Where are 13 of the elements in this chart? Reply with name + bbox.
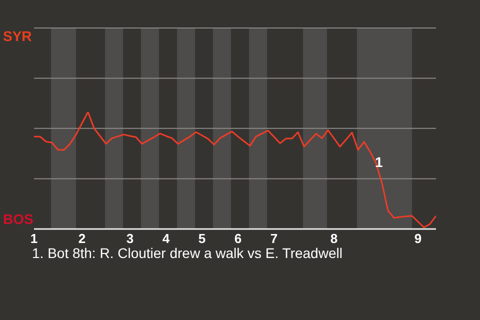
x-tick-label: 5 bbox=[198, 231, 206, 246]
annotation: 1 bbox=[375, 154, 383, 170]
text: BOS bbox=[3, 211, 34, 227]
x-tick-label: 4 bbox=[162, 231, 170, 246]
x-tick-label: 2 bbox=[78, 231, 86, 246]
text: 1. Bot 8th: R. Cloutier drew a walk vs E. Treadwell bbox=[32, 245, 342, 261]
text: SYR bbox=[3, 28, 32, 44]
x-tick-label: 3 bbox=[126, 231, 134, 246]
x-tick-label: 9 bbox=[414, 231, 422, 246]
x-tick-label: 7 bbox=[270, 231, 278, 246]
x-tick-label: 1 bbox=[30, 231, 38, 246]
x-tick-label: 6 bbox=[234, 231, 242, 246]
x-tick-label: 8 bbox=[330, 231, 338, 246]
